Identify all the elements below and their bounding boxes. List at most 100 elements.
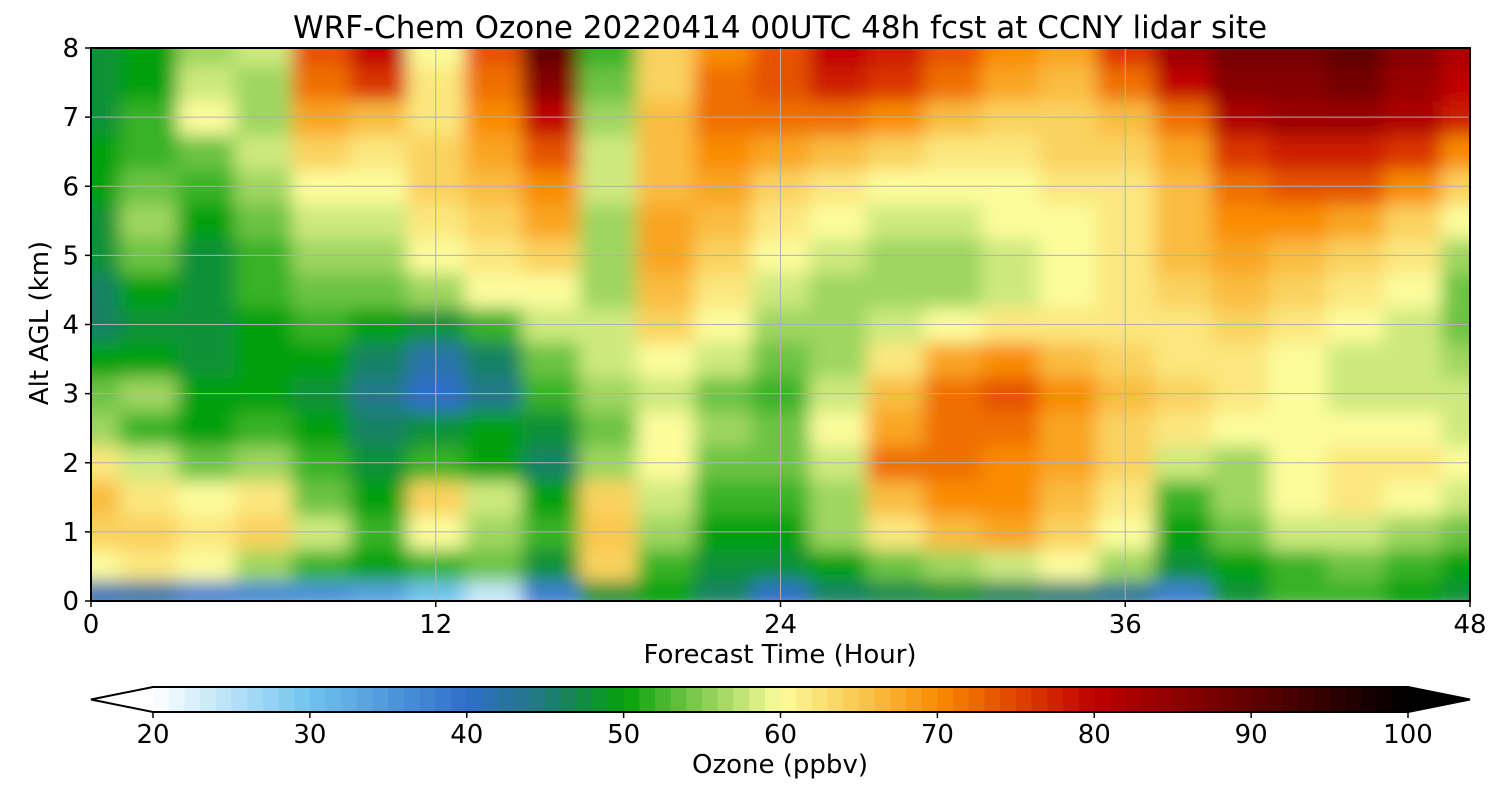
heat-cell [1383,549,1443,582]
heat-cell [751,445,811,482]
heat-cell [91,341,121,378]
heat-cell [694,169,753,205]
heat-cell [1383,341,1443,378]
heat-cell [1211,580,1270,601]
colorbar-segment [937,687,954,712]
heat-cell [981,341,1041,378]
colorbar-segment [984,687,1001,712]
y-tick-label: 2 [62,449,79,479]
heat-cell [636,169,696,205]
heat-cell [234,514,294,551]
colorbar-segment [262,687,280,712]
colorbar-segment [827,687,844,712]
heat-cell [1154,549,1213,582]
heat-cell [292,203,351,240]
colorbar-segment [1188,687,1205,712]
heat-cell [1039,480,1098,516]
colorbar-segment [1282,687,1299,712]
heat-cell [981,514,1041,551]
colorbar-segment [811,687,829,712]
heat-cell [579,134,638,170]
heat-cell [866,203,926,240]
heat-cell [521,65,581,101]
heat-cell [1441,272,1470,309]
colorbar: 20 30 40 50 60 70 80 90 100 [90,686,1471,750]
heat-cell [349,203,409,240]
colorbar-segment [482,687,499,712]
heat-cell [119,238,179,274]
heat-cell [694,410,753,447]
heat-cell [1039,410,1098,447]
heat-cell [349,238,409,274]
colorbar-segment [184,687,201,712]
heat-cell [924,445,983,482]
heat-cell [234,272,294,309]
heat-cell [866,169,926,205]
heat-cell [1268,65,1328,101]
heat-cell [1441,580,1470,601]
heat-cell [924,549,983,582]
heat-cell [924,341,983,378]
heat-cell [924,48,983,67]
heat-cell [636,48,696,67]
colorbar-segment [968,687,986,712]
colorbar-segment [686,687,703,712]
colorbar-segment [309,687,327,712]
y-tick-label: 0 [62,587,79,617]
heat-cell [119,549,179,582]
heat-cell [636,203,696,240]
heat-cell [349,65,409,101]
heat-cell [1039,48,1098,67]
heat-cell [1268,580,1328,601]
heat-cell [464,480,523,516]
heat-cell [1154,203,1213,240]
heat-cell [1383,480,1443,516]
heat-cell [1268,549,1328,582]
heat-cell [866,238,926,274]
heat-cell [91,169,121,205]
heat-cell [694,134,753,170]
heat-cell [234,580,294,601]
heat-cell [1211,238,1270,274]
colorbar-segment [1109,687,1127,712]
heat-cell [1211,549,1270,582]
heat-cell [234,169,294,205]
heat-cell [1039,169,1098,205]
heat-cell [521,410,581,447]
heat-cell [119,410,179,447]
heat-cell [1326,238,1385,274]
colorbar-segment [1094,687,1111,712]
colorbar-segment [592,687,609,712]
heat-cell [521,514,581,551]
heat-cell [521,580,581,601]
heat-cell [981,272,1041,309]
heat-cell [1326,341,1385,378]
heat-cell [464,580,523,601]
colorbar-segment [419,687,436,712]
colorbar-segment [1298,687,1315,712]
heat-cell [292,514,351,551]
colorbar-segment [1141,687,1158,712]
heat-cell [521,480,581,516]
heat-cell [1383,445,1443,482]
heat-cell [1383,272,1443,309]
heat-cell [981,65,1041,101]
heat-cell [981,48,1041,67]
heat-cell [924,65,983,101]
heat-cell [119,134,179,170]
colorbar-segment [1313,687,1331,712]
heat-cell [464,341,523,378]
heat-cell [866,514,926,551]
heat-cell [349,272,409,309]
heat-cell [234,480,294,516]
heat-cell [751,549,811,582]
heat-cell [809,410,868,447]
heat-cell [464,169,523,205]
colorbar-segment [921,687,938,712]
heat-cell [1326,445,1385,482]
heat-cell [1441,169,1470,205]
heat-cell [1039,203,1098,240]
heat-cell [349,580,409,601]
heat-cell [1211,445,1270,482]
